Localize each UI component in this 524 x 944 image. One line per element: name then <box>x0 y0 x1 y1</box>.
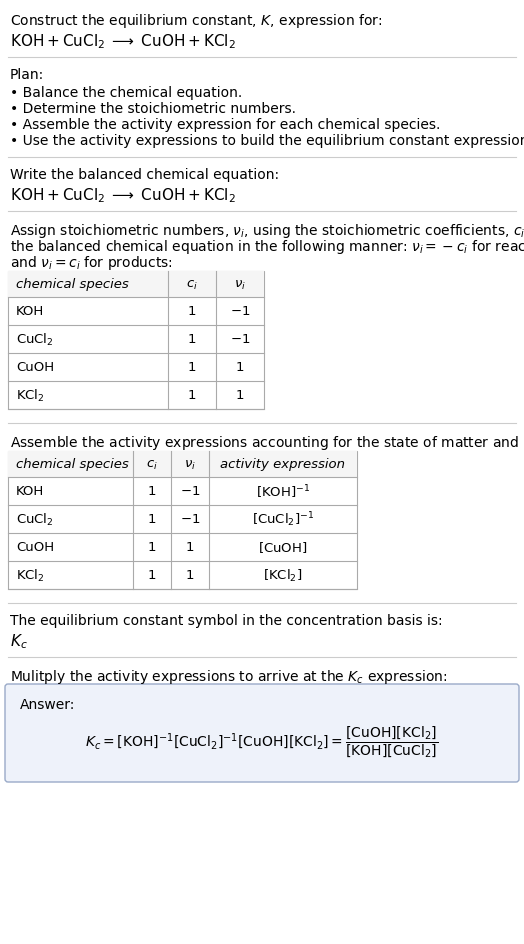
Text: chemical species: chemical species <box>16 278 129 291</box>
Text: CuOH: CuOH <box>16 362 54 374</box>
Text: $c_i$: $c_i$ <box>186 278 198 292</box>
Text: $1$: $1$ <box>185 541 194 554</box>
Text: $\mathrm{CuCl_2}$: $\mathrm{CuCl_2}$ <box>16 331 53 347</box>
Text: $\mathrm{KCl_2}$: $\mathrm{KCl_2}$ <box>16 388 45 404</box>
Text: Construct the equilibrium constant, $K$, expression for:: Construct the equilibrium constant, $K$,… <box>10 12 383 30</box>
Text: 1: 1 <box>148 513 156 526</box>
Text: $\nu_i$: $\nu_i$ <box>234 278 246 292</box>
Text: • Assemble the activity expression for each chemical species.: • Assemble the activity expression for e… <box>10 118 440 132</box>
Text: 1: 1 <box>188 362 196 374</box>
Text: Mulitply the activity expressions to arrive at the $K_c$ expression:: Mulitply the activity expressions to arr… <box>10 667 447 685</box>
Text: $-1$: $-1$ <box>230 333 250 346</box>
Text: $\mathrm{KOH + CuCl_2 \;\longrightarrow\; CuOH + KCl_2}$: $\mathrm{KOH + CuCl_2 \;\longrightarrow\… <box>10 32 236 51</box>
Text: KOH: KOH <box>16 485 44 498</box>
Text: $1$: $1$ <box>235 389 245 402</box>
Text: $[\mathrm{KCl_2}]$: $[\mathrm{KCl_2}]$ <box>264 567 303 583</box>
Text: $-1$: $-1$ <box>230 305 250 318</box>
Text: Plan:: Plan: <box>10 68 44 82</box>
Text: $-1$: $-1$ <box>180 485 200 498</box>
Text: $[\mathrm{CuCl_2}]^{-1}$: $[\mathrm{CuCl_2}]^{-1}$ <box>252 510 314 529</box>
Bar <box>8 272 264 410</box>
Text: $[\mathrm{KOH}]^{-1}$: $[\mathrm{KOH}]^{-1}$ <box>256 482 310 500</box>
Text: chemical species: chemical species <box>16 458 129 471</box>
Text: $-1$: $-1$ <box>180 513 200 526</box>
Text: 1: 1 <box>188 333 196 346</box>
Text: 1: 1 <box>148 541 156 554</box>
Text: Write the balanced chemical equation:: Write the balanced chemical equation: <box>10 168 279 182</box>
FancyBboxPatch shape <box>5 684 519 783</box>
Bar <box>8 272 264 297</box>
Text: KOH: KOH <box>16 305 44 318</box>
Text: 1: 1 <box>148 569 156 582</box>
Text: 1: 1 <box>148 485 156 498</box>
Bar <box>8 451 357 478</box>
Text: $[\mathrm{CuOH}]$: $[\mathrm{CuOH}]$ <box>258 540 308 555</box>
Text: • Balance the chemical equation.: • Balance the chemical equation. <box>10 86 242 100</box>
Text: $\nu_i$: $\nu_i$ <box>184 458 196 471</box>
Text: $c_i$: $c_i$ <box>146 458 158 471</box>
Text: and $\nu_i = c_i$ for products:: and $\nu_i = c_i$ for products: <box>10 254 173 272</box>
Text: activity expression: activity expression <box>221 458 345 471</box>
Text: $\mathrm{CuCl_2}$: $\mathrm{CuCl_2}$ <box>16 512 53 528</box>
Text: Assign stoichiometric numbers, $\nu_i$, using the stoichiometric coefficients, $: Assign stoichiometric numbers, $\nu_i$, … <box>10 222 524 240</box>
Text: $\mathrm{KOH + CuCl_2 \;\longrightarrow\; CuOH + KCl_2}$: $\mathrm{KOH + CuCl_2 \;\longrightarrow\… <box>10 186 236 205</box>
Text: the balanced chemical equation in the following manner: $\nu_i = -c_i$ for react: the balanced chemical equation in the fo… <box>10 238 524 256</box>
Text: Answer:: Answer: <box>20 698 75 711</box>
Bar <box>8 451 357 589</box>
Text: Assemble the activity expressions accounting for the state of matter and $\nu_i$: Assemble the activity expressions accoun… <box>10 433 524 451</box>
Text: $1$: $1$ <box>235 362 245 374</box>
Text: 1: 1 <box>188 305 196 318</box>
Text: $\mathrm{KCl_2}$: $\mathrm{KCl_2}$ <box>16 567 45 583</box>
Text: • Determine the stoichiometric numbers.: • Determine the stoichiometric numbers. <box>10 102 296 116</box>
Text: $1$: $1$ <box>185 569 194 582</box>
Text: CuOH: CuOH <box>16 541 54 554</box>
Text: $K_c$: $K_c$ <box>10 632 28 650</box>
Text: 1: 1 <box>188 389 196 402</box>
Text: $K_c = [\mathrm{KOH}]^{-1}[\mathrm{CuCl_2}]^{-1}[\mathrm{CuOH}][\mathrm{KCl_2}] : $K_c = [\mathrm{KOH}]^{-1}[\mathrm{CuCl_… <box>85 724 439 759</box>
Text: • Use the activity expressions to build the equilibrium constant expression.: • Use the activity expressions to build … <box>10 134 524 148</box>
Text: The equilibrium constant symbol in the concentration basis is:: The equilibrium constant symbol in the c… <box>10 614 443 628</box>
